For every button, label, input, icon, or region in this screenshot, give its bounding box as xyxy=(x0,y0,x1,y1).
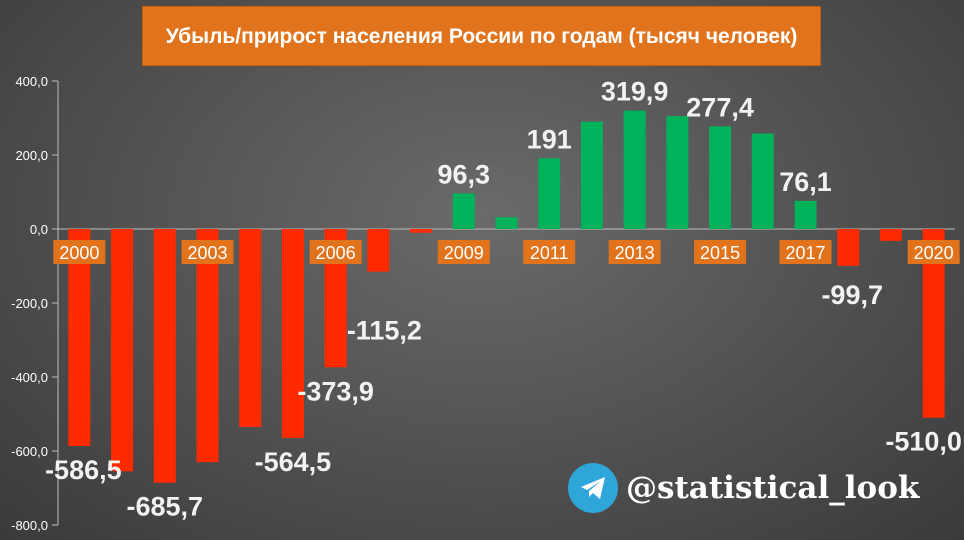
year-label: 2011 xyxy=(530,243,569,263)
year-label: 2015 xyxy=(700,243,740,263)
y-tick-label: -200,0 xyxy=(11,296,48,311)
year-label: 2003 xyxy=(187,243,227,263)
year-label-bg xyxy=(694,240,747,264)
bar-2013 xyxy=(623,110,646,229)
bar-2004 xyxy=(239,229,262,427)
data-label: -586,5 xyxy=(45,455,122,485)
bar-2008 xyxy=(410,229,433,233)
y-tick-label: 200,0 xyxy=(15,148,48,163)
bar-2010 xyxy=(495,217,518,229)
data-label: 76,1 xyxy=(779,167,832,197)
bar-2018 xyxy=(837,229,860,266)
bar-2016 xyxy=(751,133,774,229)
year-label: 2017 xyxy=(785,243,825,263)
bar-2000 xyxy=(68,229,91,447)
bar-2020 xyxy=(922,229,945,418)
bar-2009 xyxy=(452,193,475,229)
chart-title: Убыль/прирост населения России по годам … xyxy=(142,6,821,66)
year-label-bg xyxy=(907,240,960,264)
year-label-bg xyxy=(53,240,106,264)
bar-2012 xyxy=(580,121,603,229)
telegram-icon xyxy=(568,463,618,513)
data-label: -115,2 xyxy=(347,316,422,346)
data-label: 96,3 xyxy=(438,159,491,189)
bar-2015 xyxy=(709,126,732,229)
y-tick-label: -800,0 xyxy=(11,518,48,533)
y-tick-label: 400,0 xyxy=(15,74,48,89)
bar-2003 xyxy=(196,229,219,463)
data-label: -99,7 xyxy=(821,280,883,310)
year-label: 2006 xyxy=(316,243,356,263)
y-tick-label: -600,0 xyxy=(11,444,48,459)
data-label: -564,5 xyxy=(255,447,332,477)
bar-2001 xyxy=(111,229,134,472)
bar-2011 xyxy=(538,158,561,229)
year-label-bg xyxy=(309,240,362,264)
chart-title-text: Убыль/прирост населения России по годам … xyxy=(165,24,798,48)
year-label: 2009 xyxy=(444,243,484,263)
bar-2014 xyxy=(666,116,689,229)
year-label-bg xyxy=(779,240,832,264)
brand-badge: @statistical_look xyxy=(568,461,919,515)
year-label-bg xyxy=(437,240,490,264)
data-label: 191 xyxy=(527,124,572,154)
year-label: 2020 xyxy=(914,243,954,263)
year-label-bg xyxy=(523,240,576,264)
year-label: 2000 xyxy=(59,243,99,263)
year-label: 2013 xyxy=(615,243,655,263)
data-label: 277,4 xyxy=(686,92,754,122)
data-label: 319,9 xyxy=(601,77,669,107)
bar-2019 xyxy=(879,229,902,241)
bar-2005 xyxy=(281,229,304,438)
bar-2002 xyxy=(153,229,176,483)
data-label: -373,9 xyxy=(297,376,374,406)
y-tick-label: 0,0 xyxy=(30,222,48,237)
data-label: -685,7 xyxy=(127,492,204,522)
year-label-bg xyxy=(608,240,661,264)
channel-handle: @statistical_look xyxy=(626,470,920,506)
data-label: -510,0 xyxy=(885,427,962,457)
bar-2007 xyxy=(367,229,390,272)
bar-2017 xyxy=(794,200,817,229)
y-tick-label: -400,0 xyxy=(11,370,48,385)
year-label-bg xyxy=(181,240,234,264)
